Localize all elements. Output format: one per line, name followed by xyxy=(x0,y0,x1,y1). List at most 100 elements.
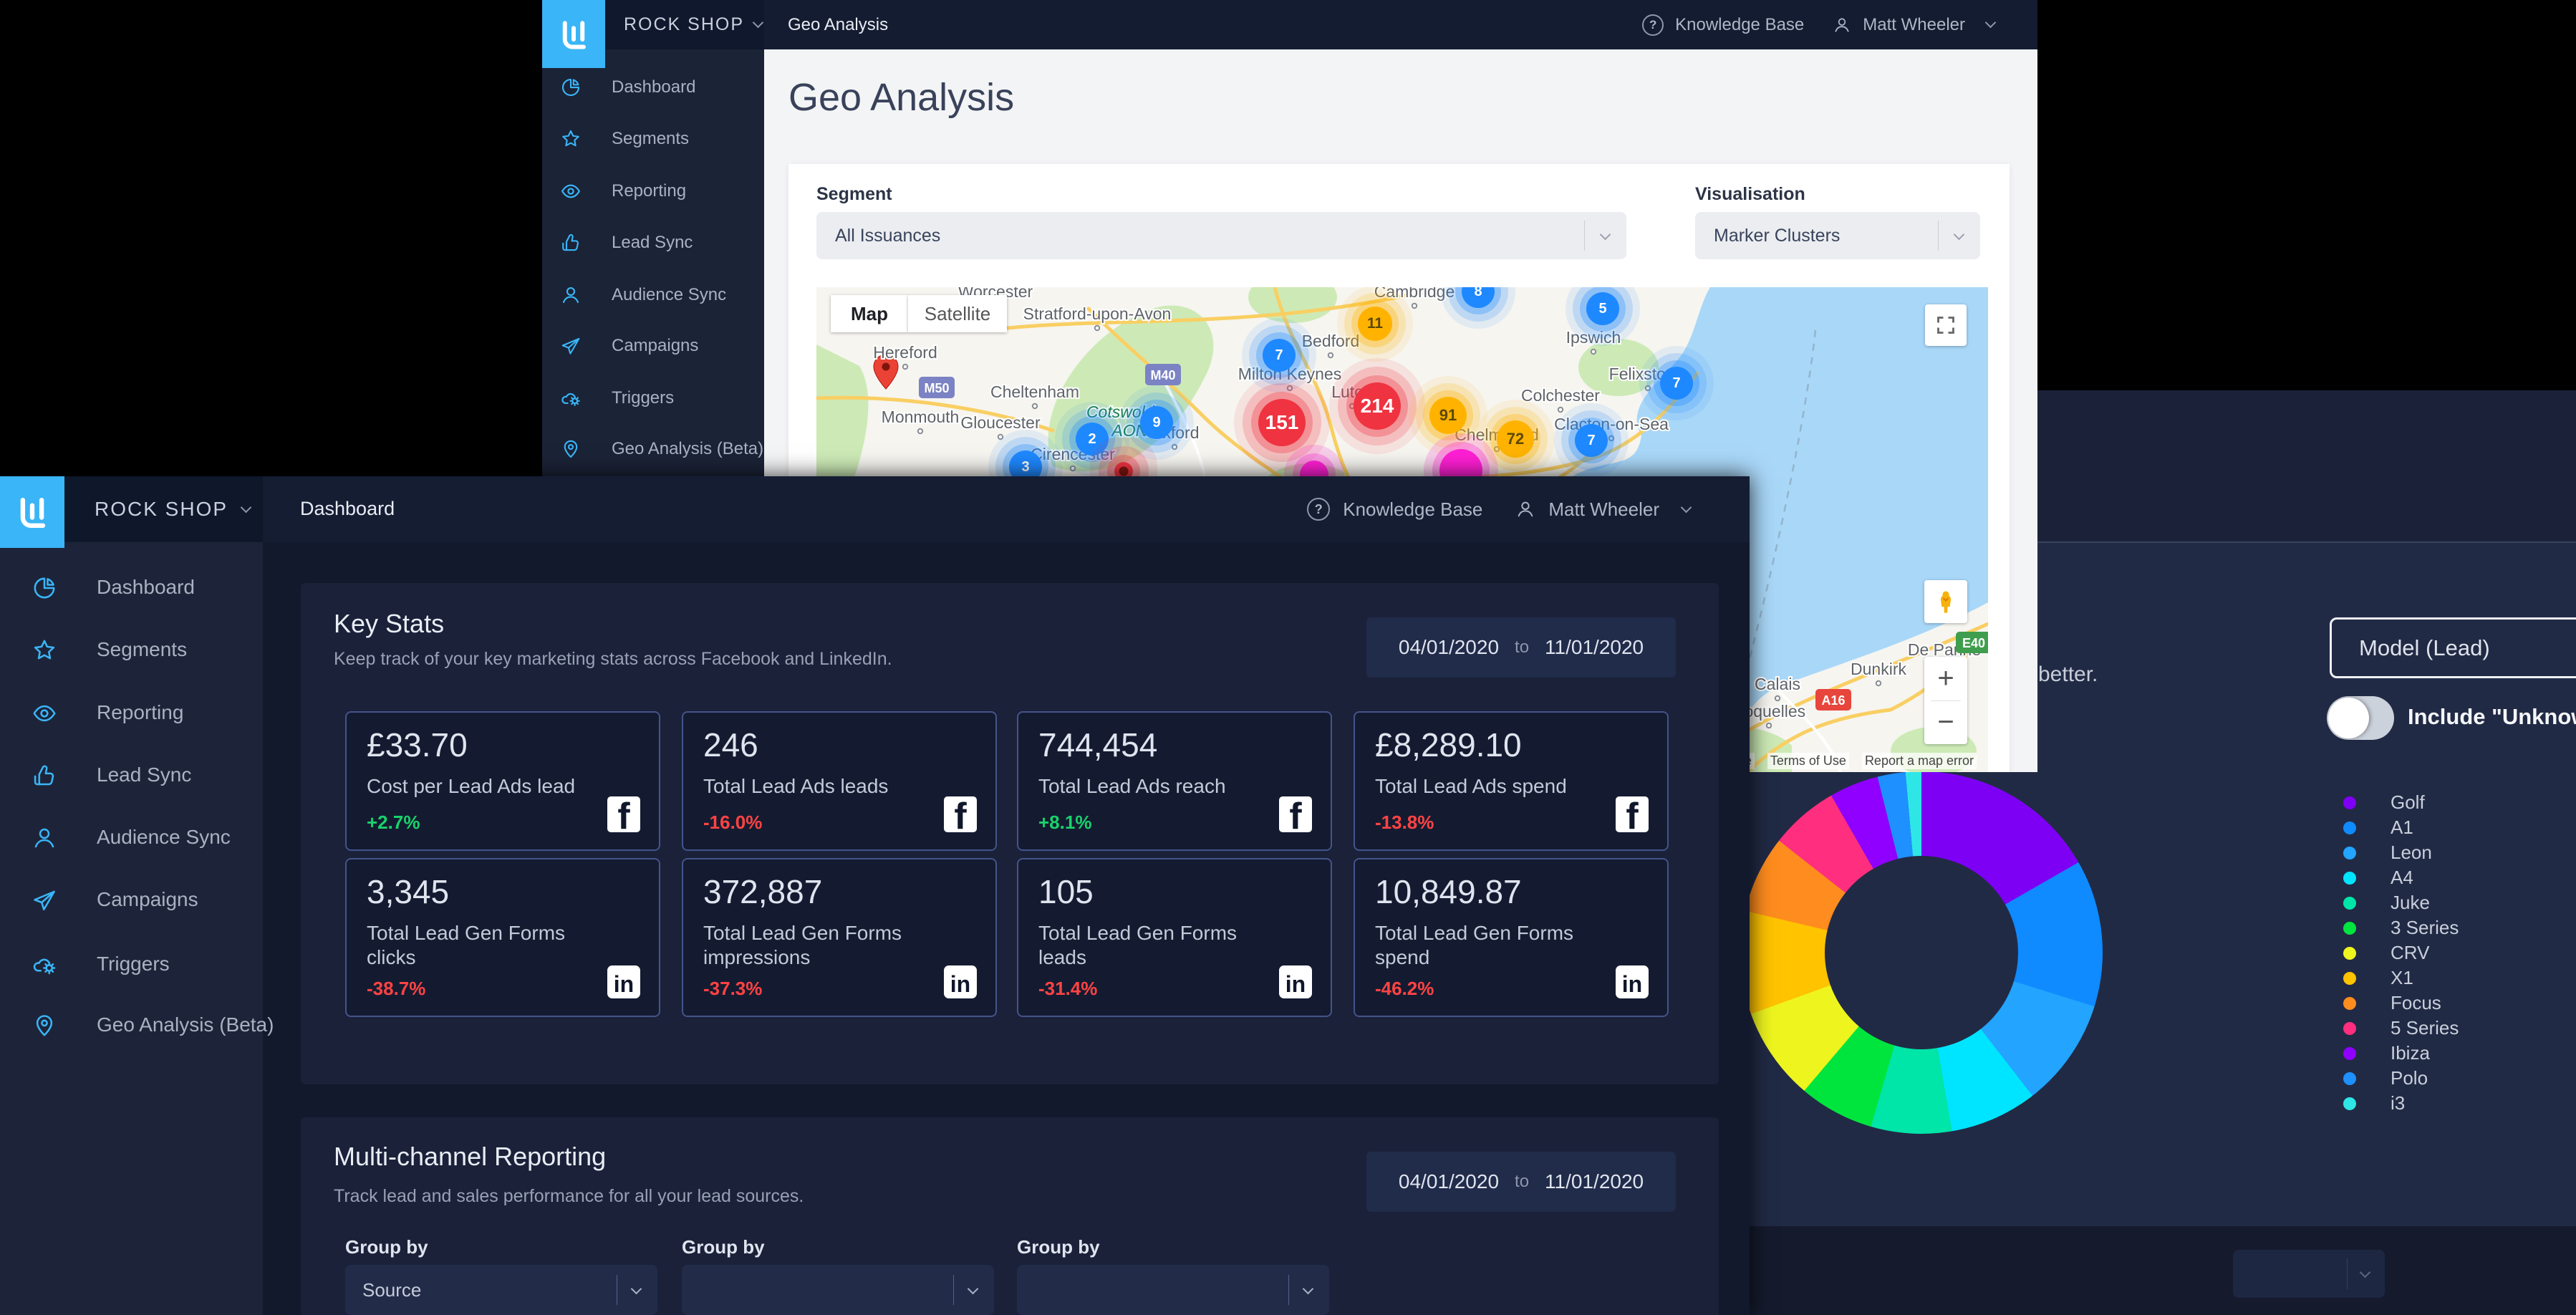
stat-value: 372,887 xyxy=(703,872,822,911)
geo-top-bar: ROCK SHOP Geo Analysis ? Knowledge Base … xyxy=(542,0,2037,49)
model-lead-value: Model (Lead) xyxy=(2332,635,2490,661)
facebook-icon: f xyxy=(944,796,977,832)
background-bottom-section xyxy=(1719,1226,2576,1315)
stat-label: Total Lead Ads reach xyxy=(1038,774,1268,799)
legend-item: Golf xyxy=(2340,790,2459,815)
marker-cluster-72[interactable]: 72 xyxy=(1497,420,1534,458)
report-map-error-link[interactable]: Report a map error xyxy=(1862,753,1977,769)
satellite-view-button[interactable]: Satellite xyxy=(908,295,1007,332)
map-view-button[interactable]: Map xyxy=(831,295,908,332)
stat-delta: +2.7% xyxy=(367,811,420,834)
thumbs-up-icon xyxy=(560,232,582,254)
marker-cluster-7[interactable]: 7 xyxy=(1575,424,1608,457)
marker-cluster-91[interactable]: 91 xyxy=(1429,397,1467,434)
pegman-icon xyxy=(1934,589,1958,614)
date-from[interactable]: 04/01/2020 xyxy=(1399,1170,1499,1193)
fullscreen-button[interactable] xyxy=(1925,304,1967,346)
zoom-in-button[interactable]: + xyxy=(1924,657,1967,700)
user-icon xyxy=(1515,499,1535,519)
thumbs-up-icon xyxy=(32,763,57,789)
legend-item: Polo xyxy=(2340,1066,2459,1091)
sidebar-item-triggers[interactable]: Triggers xyxy=(0,940,263,990)
user-menu[interactable]: Matt Wheeler xyxy=(1863,15,1965,35)
legend-label: Juke xyxy=(2391,892,2430,914)
legend-label: Golf xyxy=(2391,791,2425,814)
stat-card: £33.70Cost per Lead Ads lead+2.7%f xyxy=(345,711,660,851)
user-menu[interactable]: Matt Wheeler xyxy=(1548,498,1659,521)
town-label: Cheltenham xyxy=(990,382,1079,401)
app-logo[interactable] xyxy=(542,0,605,68)
chevron-down-icon[interactable] xyxy=(1681,501,1692,513)
sidebar-item-audience-sync[interactable]: Audience Sync xyxy=(542,274,764,317)
help-icon[interactable]: ? xyxy=(1642,14,1664,36)
sidebar-item-reporting[interactable]: Reporting xyxy=(0,688,263,738)
pegman-button[interactable] xyxy=(1924,580,1967,623)
knowledge-base-link[interactable]: Knowledge Base xyxy=(1675,15,1804,35)
sidebar-item-dashboard[interactable]: Dashboard xyxy=(0,563,263,613)
legend-dot-icon xyxy=(2343,997,2356,1010)
workspace-switcher[interactable]: ROCK SHOP xyxy=(95,476,250,542)
sidebar-item-dashboard[interactable]: Dashboard xyxy=(542,66,764,109)
date-from[interactable]: 04/01/2020 xyxy=(1399,636,1499,659)
group-by-select-3[interactable] xyxy=(1017,1265,1329,1315)
sidebar-item-triggers[interactable]: Triggers xyxy=(542,377,764,420)
date-to[interactable]: 11/01/2020 xyxy=(1545,636,1644,659)
app-logo[interactable] xyxy=(0,476,64,548)
legend-item: i3 xyxy=(2340,1091,2459,1116)
background-dropdown[interactable] xyxy=(2233,1250,2385,1298)
legend-label: 5 Series xyxy=(2391,1017,2459,1039)
sidebar-item-audience-sync[interactable]: Audience Sync xyxy=(0,813,263,863)
key-stats-panel: Key Stats Keep track of your key marketi… xyxy=(301,583,1719,1084)
stat-card: 10,849.87Total Lead Gen Forms spend-46.2… xyxy=(1354,858,1669,1017)
sidebar-item-reporting[interactable]: Reporting xyxy=(542,170,764,213)
marker-cluster-7[interactable]: 7 xyxy=(1263,339,1296,372)
marker-cluster-2[interactable]: 2 xyxy=(1076,423,1109,456)
sidebar-item-campaigns[interactable]: Campaigns xyxy=(542,324,764,367)
sidebar-item-geo-analysis-beta[interactable]: Geo Analysis (Beta) xyxy=(542,428,764,471)
visualisation-value: Marker Clusters xyxy=(1695,226,1840,246)
date-to[interactable]: 11/01/2020 xyxy=(1545,1170,1644,1193)
group-by-select-2[interactable] xyxy=(682,1265,994,1315)
terms-of-use-link[interactable]: Terms of Use xyxy=(1767,753,1849,769)
sidebar-item-segments[interactable]: Segments xyxy=(0,625,263,675)
marker-cluster-5[interactable]: 5 xyxy=(1586,292,1619,325)
sidebar-item-lead-sync[interactable]: Lead Sync xyxy=(542,221,764,264)
zoom-control: + − xyxy=(1924,657,1967,744)
visualisation-label: Visualisation xyxy=(1695,184,1805,205)
model-lead-select[interactable]: Model (Lead) xyxy=(2330,617,2576,678)
date-range-picker[interactable]: 04/01/2020 to 11/01/2020 xyxy=(1366,1152,1676,1212)
marker-cluster-214[interactable]: 214 xyxy=(1354,382,1401,430)
rock-hand-logo-icon xyxy=(554,14,594,54)
leads-donut-chart xyxy=(1740,771,2103,1134)
stat-card: 744,454Total Lead Ads reach+8.1%f xyxy=(1017,711,1332,851)
star-icon xyxy=(560,128,582,150)
dashboard-top-bar: ROCK SHOP Dashboard ? Knowledge Base Mat… xyxy=(0,476,1750,542)
dashboard-sidebar: Dashboard Segments Reporting Lead Sync Audie… xyxy=(0,542,263,1315)
include-unknown-toggle[interactable] xyxy=(2327,696,2394,740)
eye-icon xyxy=(560,180,582,202)
group-by-select-1[interactable]: Source xyxy=(345,1265,657,1315)
sidebar-item-geo-analysis-beta[interactable]: Geo Analysis (Beta) xyxy=(0,1001,263,1051)
help-icon[interactable]: ? xyxy=(1307,498,1330,521)
marker-cluster-11[interactable]: 11 xyxy=(1358,307,1392,341)
sidebar-item-lead-sync[interactable]: Lead Sync xyxy=(0,751,263,801)
workspace-switcher[interactable]: ROCK SHOP xyxy=(624,0,762,49)
zoom-out-button[interactable]: − xyxy=(1924,701,1967,745)
knowledge-base-link[interactable]: Knowledge Base xyxy=(1343,498,1482,521)
sidebar-item-campaigns[interactable]: Campaigns xyxy=(0,875,263,925)
chevron-down-icon xyxy=(241,501,252,513)
marker-cluster-9[interactable]: 9 xyxy=(1140,406,1173,439)
marker-cluster-151[interactable]: 151 xyxy=(1258,399,1306,446)
town-label: Gloucester xyxy=(960,413,1041,432)
dashboard-window: ROCK SHOP Dashboard ? Knowledge Base Mat… xyxy=(0,476,1750,1315)
sidebar-item-label: Lead Sync xyxy=(97,764,191,786)
sidebar-item-segments[interactable]: Segments xyxy=(542,117,764,160)
visualisation-select[interactable]: Marker Clusters xyxy=(1695,212,1980,259)
date-range-picker[interactable]: 04/01/2020 to 11/01/2020 xyxy=(1366,617,1676,678)
chevron-down-icon[interactable] xyxy=(1985,17,1997,29)
stat-card: 3,345Total Lead Gen Forms clicks-38.7%in xyxy=(345,858,660,1017)
marker-cluster-7[interactable]: 7 xyxy=(1660,367,1693,400)
segment-value: All Issuances xyxy=(816,226,940,246)
star-icon xyxy=(32,637,57,663)
segment-select[interactable]: All Issuances xyxy=(816,212,1626,259)
